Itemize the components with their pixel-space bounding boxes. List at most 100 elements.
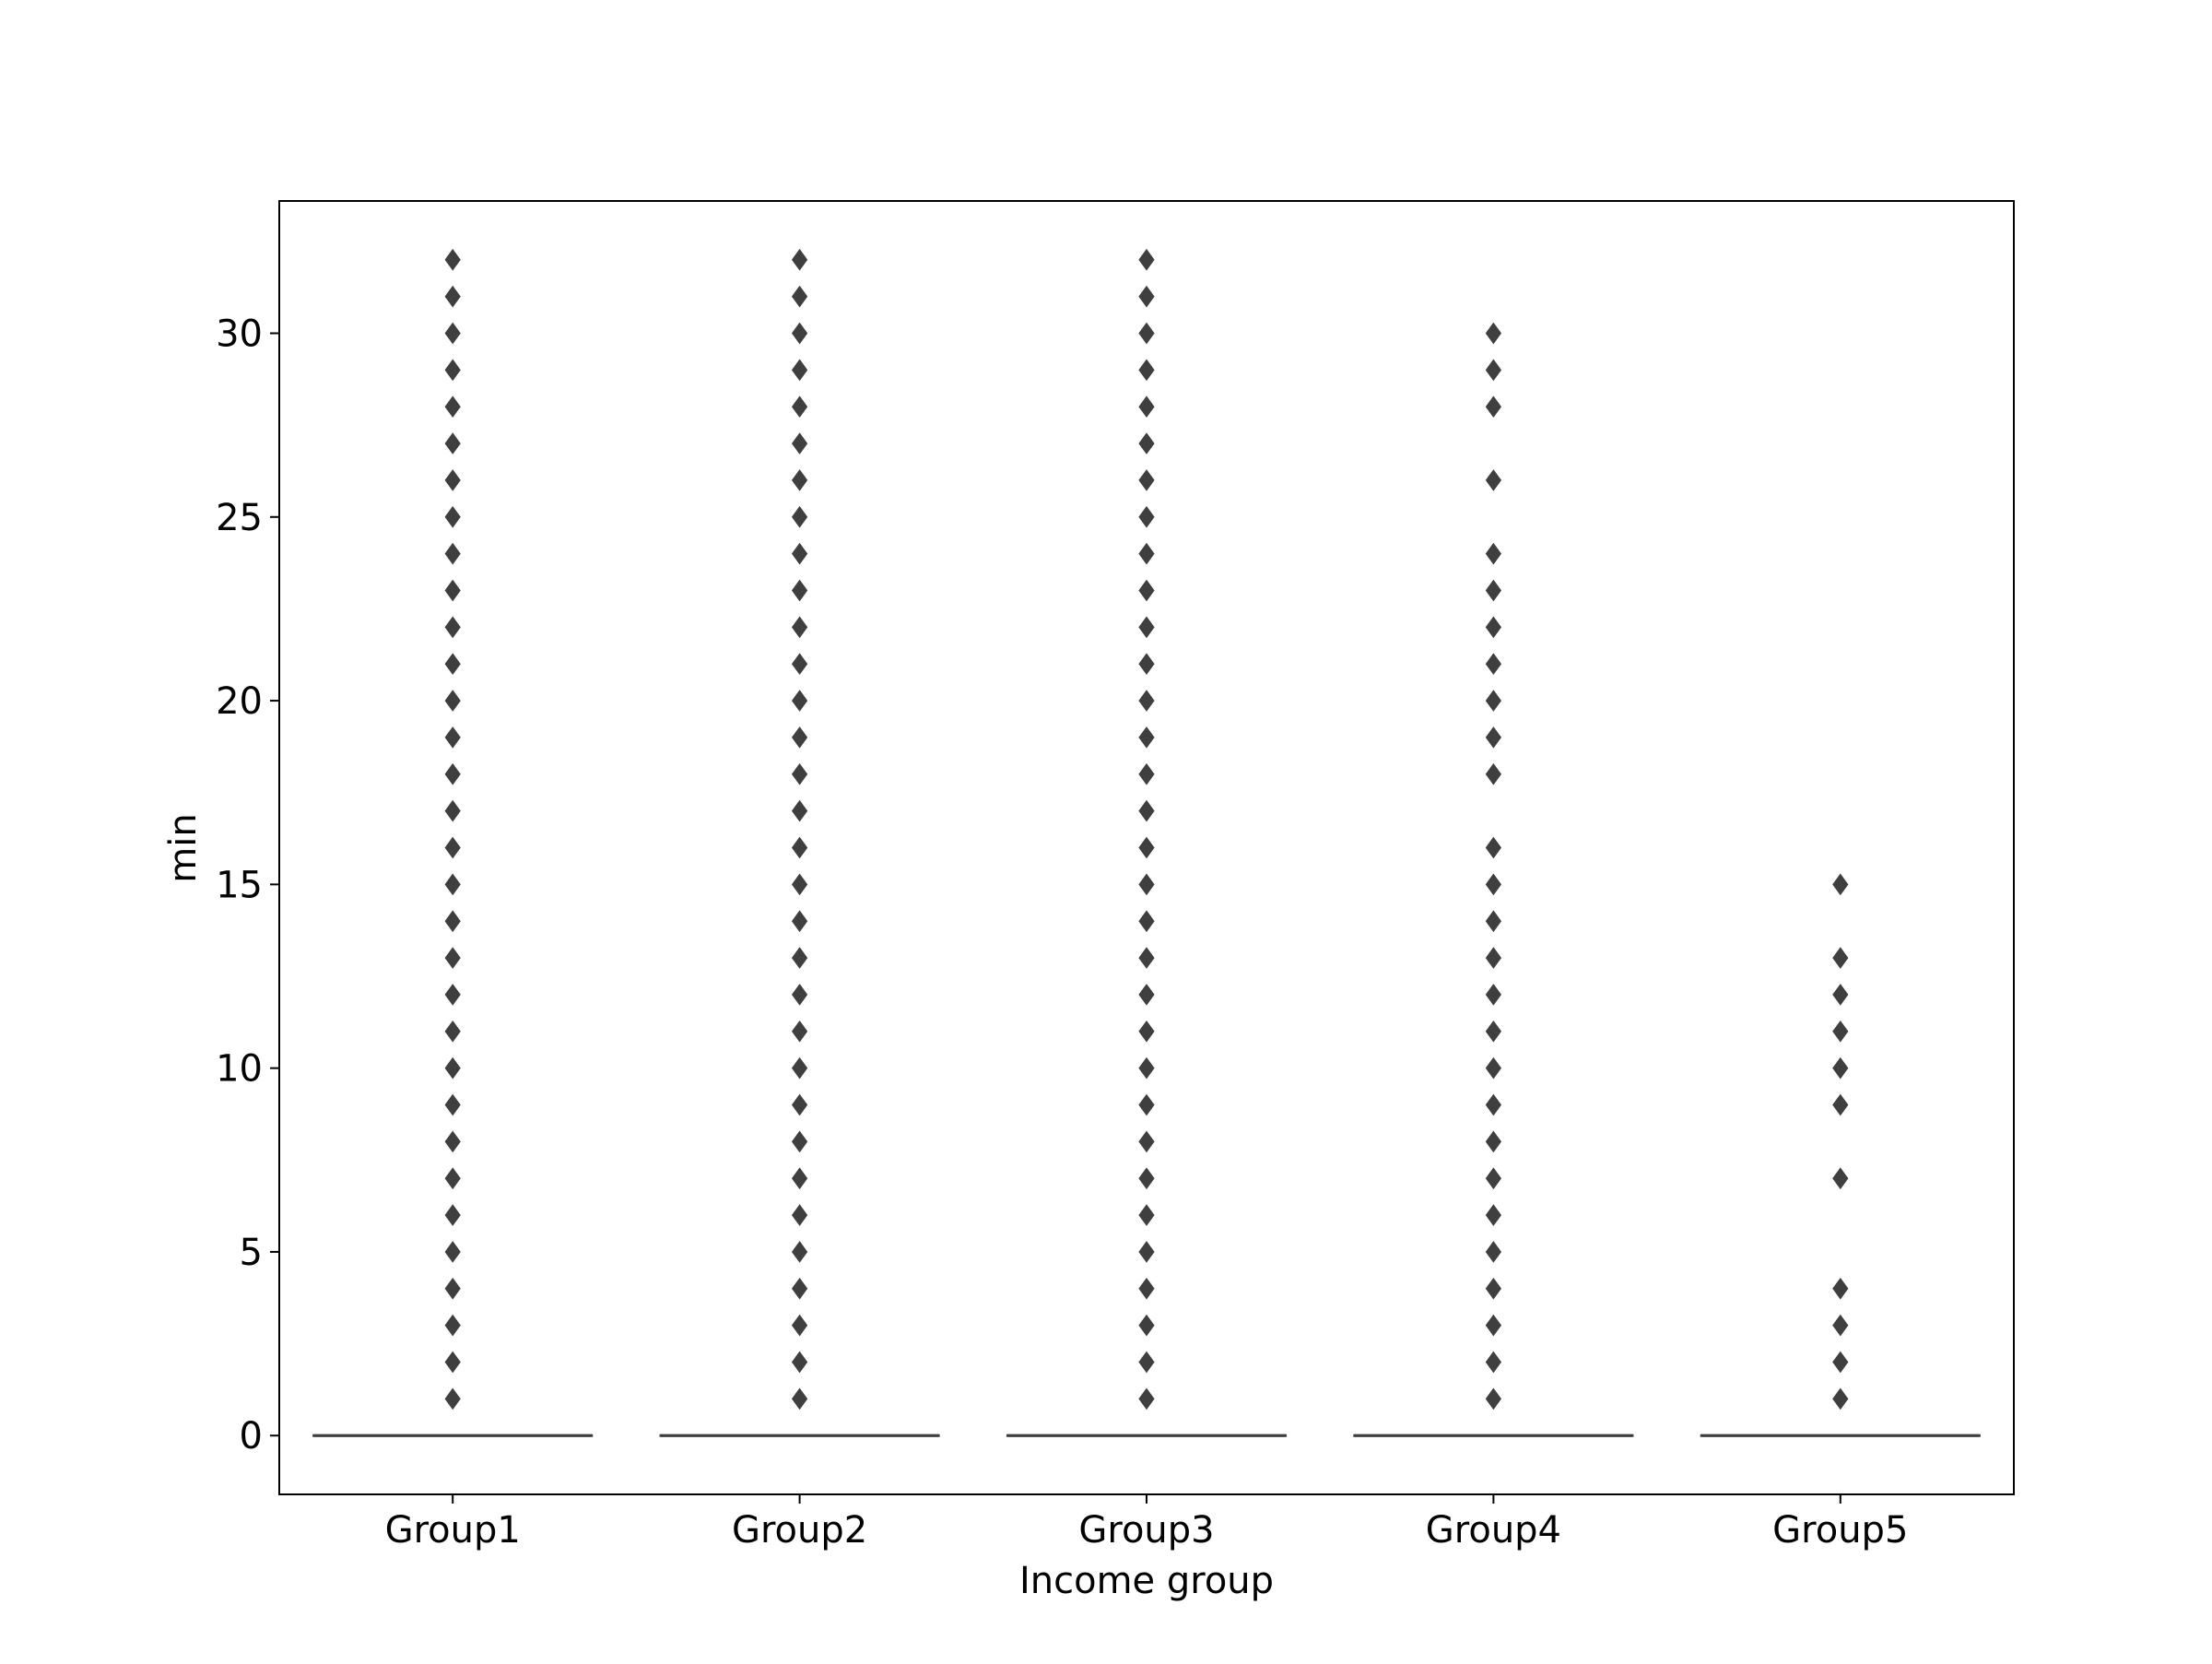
outlier-point — [445, 580, 460, 600]
outlier-point — [445, 396, 460, 417]
y-tick-label: 20 — [216, 680, 263, 723]
box-group4 — [1355, 323, 1632, 1435]
outlier-point — [445, 1316, 460, 1336]
outlier-point — [1486, 1131, 1500, 1151]
outlier-point — [445, 1242, 460, 1262]
outlier-point — [793, 250, 807, 270]
outlier-point — [1486, 1316, 1500, 1336]
outlier-point — [445, 1168, 460, 1188]
x-tick-label: Group2 — [732, 1509, 867, 1552]
outlier-point — [1486, 1021, 1500, 1042]
outlier-point — [1139, 690, 1154, 711]
outlier-point — [1486, 544, 1500, 564]
y-tick-label: 5 — [240, 1232, 263, 1274]
outlier-point — [1139, 507, 1154, 527]
outlier-point — [793, 1058, 807, 1079]
outlier-point — [1486, 654, 1500, 674]
outlier-point — [1833, 1021, 1848, 1042]
outlier-point — [1139, 1279, 1154, 1299]
y-axis-label: min — [162, 813, 205, 882]
outlier-point — [793, 1095, 807, 1115]
outlier-point — [445, 727, 460, 748]
outlier-point — [1486, 727, 1500, 748]
outlier-point — [445, 801, 460, 821]
outlier-point — [1139, 323, 1154, 343]
outlier-point — [793, 838, 807, 858]
outlier-point — [793, 544, 807, 564]
outlier-point — [1139, 1316, 1154, 1336]
outlier-point — [1486, 1279, 1500, 1299]
outlier-point — [1833, 948, 1848, 968]
outlier-point — [793, 470, 807, 490]
outlier-point — [445, 1131, 460, 1151]
outlier-point — [1139, 1205, 1154, 1225]
outlier-point — [1486, 580, 1500, 600]
outlier-point — [1139, 433, 1154, 454]
box-group1 — [314, 250, 592, 1435]
outlier-point — [445, 1095, 460, 1115]
outlier-point — [1139, 838, 1154, 858]
outlier-point — [445, 1388, 460, 1409]
outlier-point — [1486, 1352, 1500, 1373]
outlier-point — [793, 1168, 807, 1188]
outlier-point — [1486, 396, 1500, 417]
outlier-point — [1139, 985, 1154, 1005]
outlier-point — [445, 617, 460, 637]
outlier-point — [445, 323, 460, 343]
outlier-point — [793, 727, 807, 748]
outlier-point — [793, 1316, 807, 1336]
y-tick-label: 30 — [216, 313, 263, 355]
outlier-point — [445, 250, 460, 270]
box-group2 — [661, 250, 938, 1435]
outlier-point — [793, 287, 807, 307]
outlier-point — [1139, 396, 1154, 417]
outlier-point — [1833, 1352, 1848, 1373]
outlier-point — [1139, 1388, 1154, 1409]
outlier-point — [793, 985, 807, 1005]
outlier-point — [1139, 1095, 1154, 1115]
outlier-point — [1139, 764, 1154, 785]
outlier-point — [445, 838, 460, 858]
outlier-point — [1139, 1168, 1154, 1188]
outlier-point — [445, 1279, 460, 1299]
outlier-point — [1139, 360, 1154, 380]
outlier-point — [1139, 654, 1154, 674]
outlier-point — [1486, 764, 1500, 785]
outlier-point — [1833, 1388, 1848, 1409]
outlier-point — [445, 948, 460, 968]
outlier-point — [1486, 323, 1500, 343]
outlier-point — [1486, 360, 1500, 380]
outlier-point — [1486, 911, 1500, 931]
outlier-point — [445, 985, 460, 1005]
outlier-point — [793, 396, 807, 417]
outlier-point — [793, 1131, 807, 1151]
outlier-point — [1833, 874, 1848, 894]
y-tick-label: 15 — [216, 864, 263, 906]
outlier-point — [793, 580, 807, 600]
outlier-point — [793, 1242, 807, 1262]
x-axis-label: Income group — [1019, 1560, 1274, 1602]
outlier-point — [445, 911, 460, 931]
outlier-point — [445, 544, 460, 564]
outlier-point — [1833, 1095, 1848, 1115]
outlier-point — [445, 433, 460, 454]
outlier-point — [445, 360, 460, 380]
outlier-point — [1486, 874, 1500, 894]
outlier-point — [793, 874, 807, 894]
box-group3 — [1007, 250, 1285, 1435]
outlier-point — [1139, 544, 1154, 564]
outlier-point — [793, 433, 807, 454]
outlier-point — [1486, 617, 1500, 637]
outlier-point — [1139, 948, 1154, 968]
outlier-point — [1486, 1095, 1500, 1115]
outlier-point — [1486, 948, 1500, 968]
outlier-point — [445, 507, 460, 527]
outlier-point — [445, 1021, 460, 1042]
outlier-point — [1139, 1242, 1154, 1262]
outlier-point — [793, 764, 807, 785]
outlier-point — [793, 1279, 807, 1299]
plot-marks — [314, 250, 1980, 1435]
